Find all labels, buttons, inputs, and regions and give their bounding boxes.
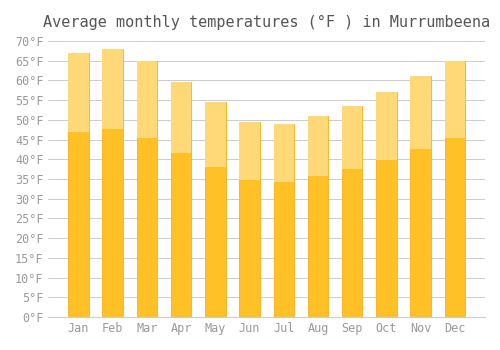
Bar [102,49,123,129]
Bar [376,92,396,317]
Bar [342,106,362,169]
Title: Average monthly temperatures (°F ) in Murrumbeena: Average monthly temperatures (°F ) in Mu… [43,15,490,30]
Bar [171,82,192,153]
Bar [240,122,260,317]
Bar [308,116,328,317]
Bar [308,116,328,176]
Bar [274,124,294,317]
Bar [342,106,362,317]
Bar [68,53,88,317]
Bar [205,102,226,317]
Bar [136,61,157,317]
Bar [410,76,431,149]
Bar [376,92,396,160]
Bar [444,61,465,317]
Bar [102,49,123,317]
Bar [205,102,226,167]
Bar [171,82,192,317]
Bar [410,76,431,317]
Bar [136,61,157,138]
Bar [274,124,294,182]
Bar [68,53,88,132]
Bar [240,122,260,180]
Bar [444,61,465,138]
